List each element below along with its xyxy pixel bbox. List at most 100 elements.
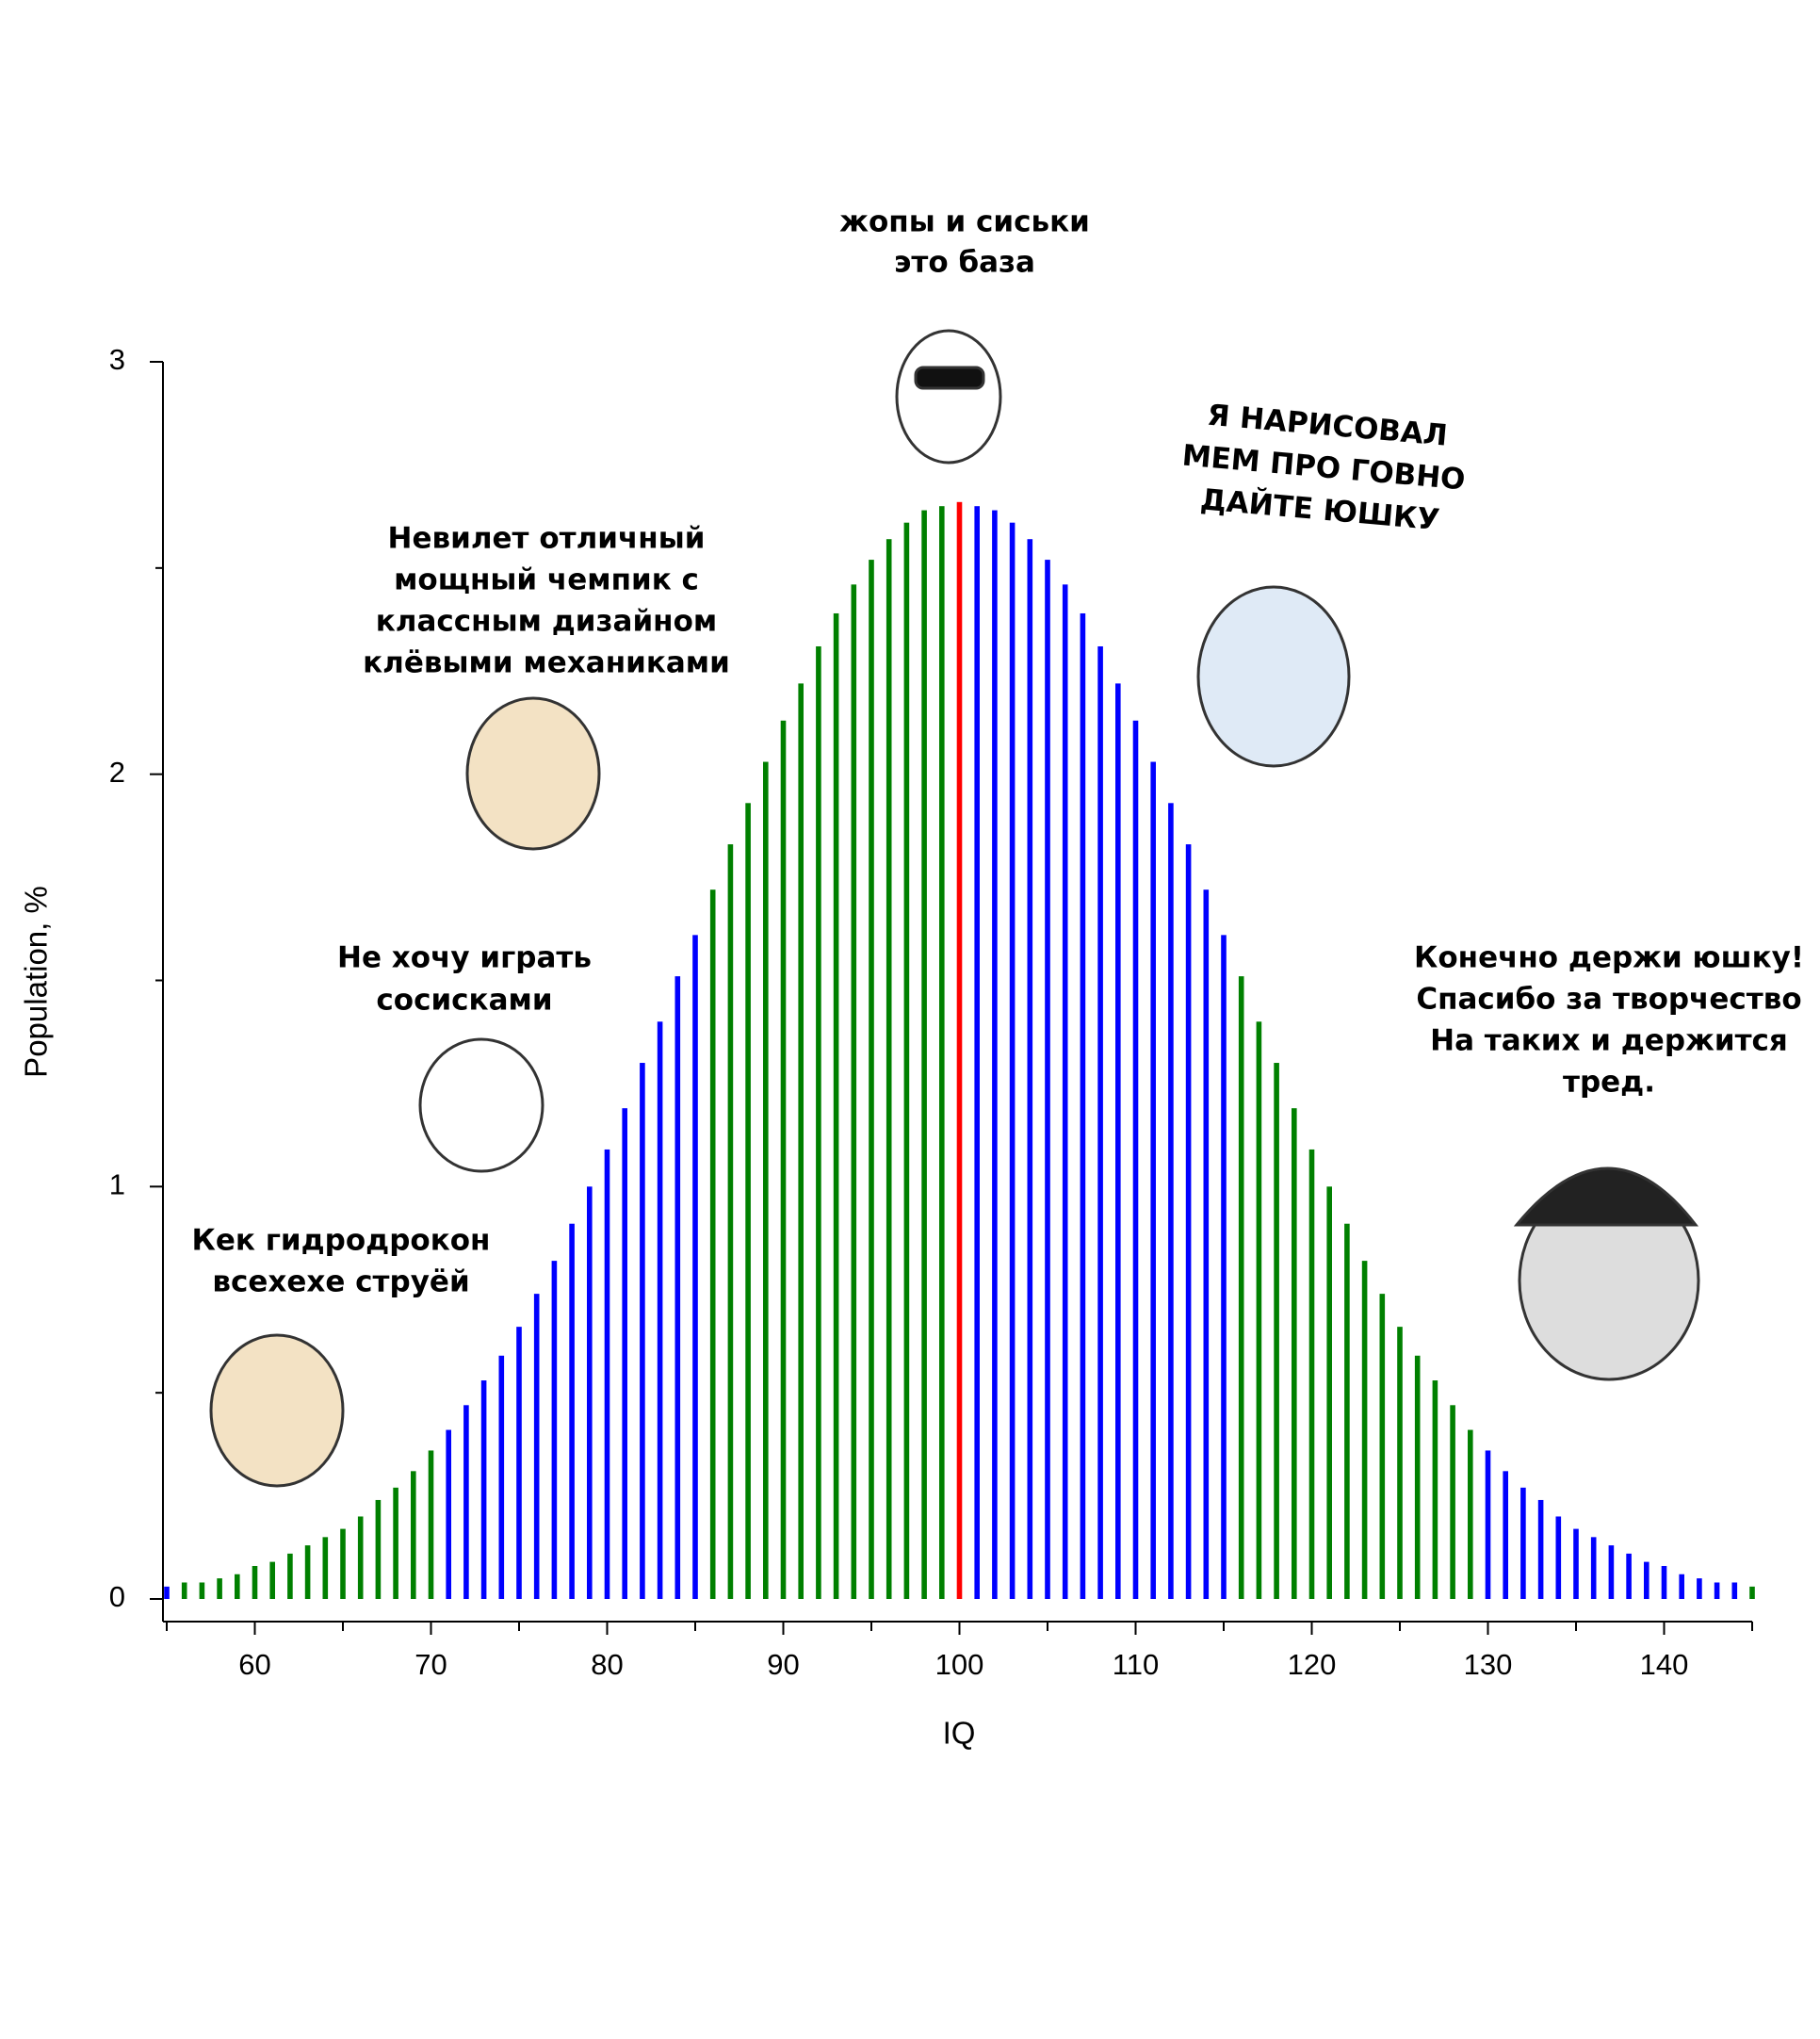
bar	[375, 1499, 382, 1599]
annotation: Не хочу играть сосисками	[337, 941, 592, 1018]
bar	[1168, 803, 1174, 1599]
x-tick-label: 100	[935, 1648, 984, 1681]
annotation-line: тред.	[1563, 1066, 1655, 1100]
bar	[1555, 1516, 1562, 1599]
bar	[1361, 1261, 1368, 1599]
bar	[798, 683, 804, 1599]
annotation: Конечно держи юшку! Спасибо за творчество…	[1414, 941, 1804, 1100]
annotation-line: клёвыми механиками	[363, 646, 730, 680]
bar	[1450, 1405, 1455, 1599]
bar	[1573, 1528, 1579, 1599]
bar	[252, 1565, 258, 1599]
annotation-line: На таких и держится	[1430, 1024, 1788, 1058]
bar	[1062, 584, 1068, 1599]
bar	[1292, 1108, 1297, 1599]
y-tick-label: 1	[109, 1168, 125, 1201]
y-tick-label: 2	[109, 756, 125, 789]
bar	[903, 522, 910, 1600]
x-tick-label: 120	[1288, 1648, 1337, 1681]
bar	[569, 1223, 575, 1599]
bar	[1749, 1586, 1755, 1599]
bar	[340, 1528, 346, 1599]
meme-image	[914, 366, 985, 390]
meme-image	[418, 1037, 544, 1173]
bar	[640, 1063, 645, 1599]
bar	[674, 976, 681, 1599]
bar	[498, 1355, 505, 1599]
bar	[1626, 1553, 1632, 1599]
bar	[604, 1149, 610, 1599]
bar	[1274, 1063, 1279, 1599]
annotation: Кек гидродрокон всехехе струёй	[192, 1224, 491, 1299]
bar	[269, 1561, 275, 1599]
meme-image	[1196, 585, 1351, 768]
bar	[480, 1380, 487, 1599]
meme-image	[1513, 1166, 1699, 1227]
bar	[1397, 1327, 1403, 1599]
bar	[692, 935, 698, 1599]
bar	[992, 510, 998, 1599]
bar	[1115, 683, 1121, 1599]
annotation-line: Не хочу играть	[337, 941, 592, 975]
annotation: жопы и сиськи это база	[839, 205, 1090, 280]
bar	[164, 1586, 170, 1599]
annotation: Невилет отличный мощный чемпик с классным …	[363, 522, 730, 680]
y-axis-label: Population, %	[19, 886, 54, 1078]
bar	[463, 1405, 469, 1599]
bar	[657, 1021, 663, 1599]
bar	[709, 889, 716, 1599]
bar	[1485, 1450, 1491, 1599]
meme-image	[465, 696, 601, 851]
bar	[181, 1582, 187, 1599]
bar	[516, 1327, 522, 1599]
x-tick-label: 80	[591, 1648, 623, 1681]
bar	[745, 803, 751, 1599]
bar	[1221, 935, 1227, 1599]
annotation-line: жопы и сиськи	[839, 205, 1090, 239]
bar	[587, 1186, 593, 1599]
bar	[622, 1108, 627, 1599]
bar	[551, 1261, 558, 1599]
bar	[869, 560, 874, 1599]
bar	[411, 1471, 416, 1599]
x-tick-label: 110	[1113, 1648, 1159, 1681]
bar	[1608, 1545, 1615, 1599]
annotation-line: классным дизайном	[376, 605, 717, 639]
bar	[235, 1574, 240, 1599]
bar	[1731, 1582, 1738, 1599]
x-axis-label: IQ	[943, 1716, 976, 1751]
bar	[357, 1516, 364, 1599]
bar	[1185, 844, 1192, 1599]
bar	[886, 539, 892, 1599]
annotation-line: Конечно держи юшку!	[1414, 941, 1804, 975]
annotation-line: Невилет отличный	[388, 522, 706, 556]
bar	[974, 506, 980, 1599]
bar	[816, 645, 821, 1599]
bar	[1097, 645, 1103, 1599]
bar	[851, 584, 857, 1599]
meme-image	[209, 1333, 345, 1488]
annotation-line: Кек гидродрокон	[192, 1224, 491, 1258]
bar	[446, 1429, 451, 1599]
bar	[393, 1487, 398, 1599]
x-tick-label: 130	[1464, 1648, 1513, 1681]
annotation-line: это база	[894, 246, 1035, 280]
bar	[1520, 1487, 1526, 1599]
bar	[921, 510, 927, 1599]
bar	[217, 1578, 222, 1599]
x-tick-label: 90	[767, 1648, 799, 1681]
x-tick-label: 140	[1640, 1648, 1689, 1681]
annotation-line: всехехе струёй	[212, 1265, 469, 1299]
bar	[1132, 720, 1139, 1599]
bar	[1045, 560, 1050, 1599]
bar	[956, 501, 963, 1599]
y-tick-label: 3	[109, 343, 125, 376]
bar	[780, 720, 787, 1599]
bar	[1414, 1355, 1421, 1599]
bar	[428, 1450, 434, 1599]
bar	[1027, 539, 1033, 1599]
bar	[1590, 1537, 1597, 1599]
bar	[304, 1545, 311, 1599]
